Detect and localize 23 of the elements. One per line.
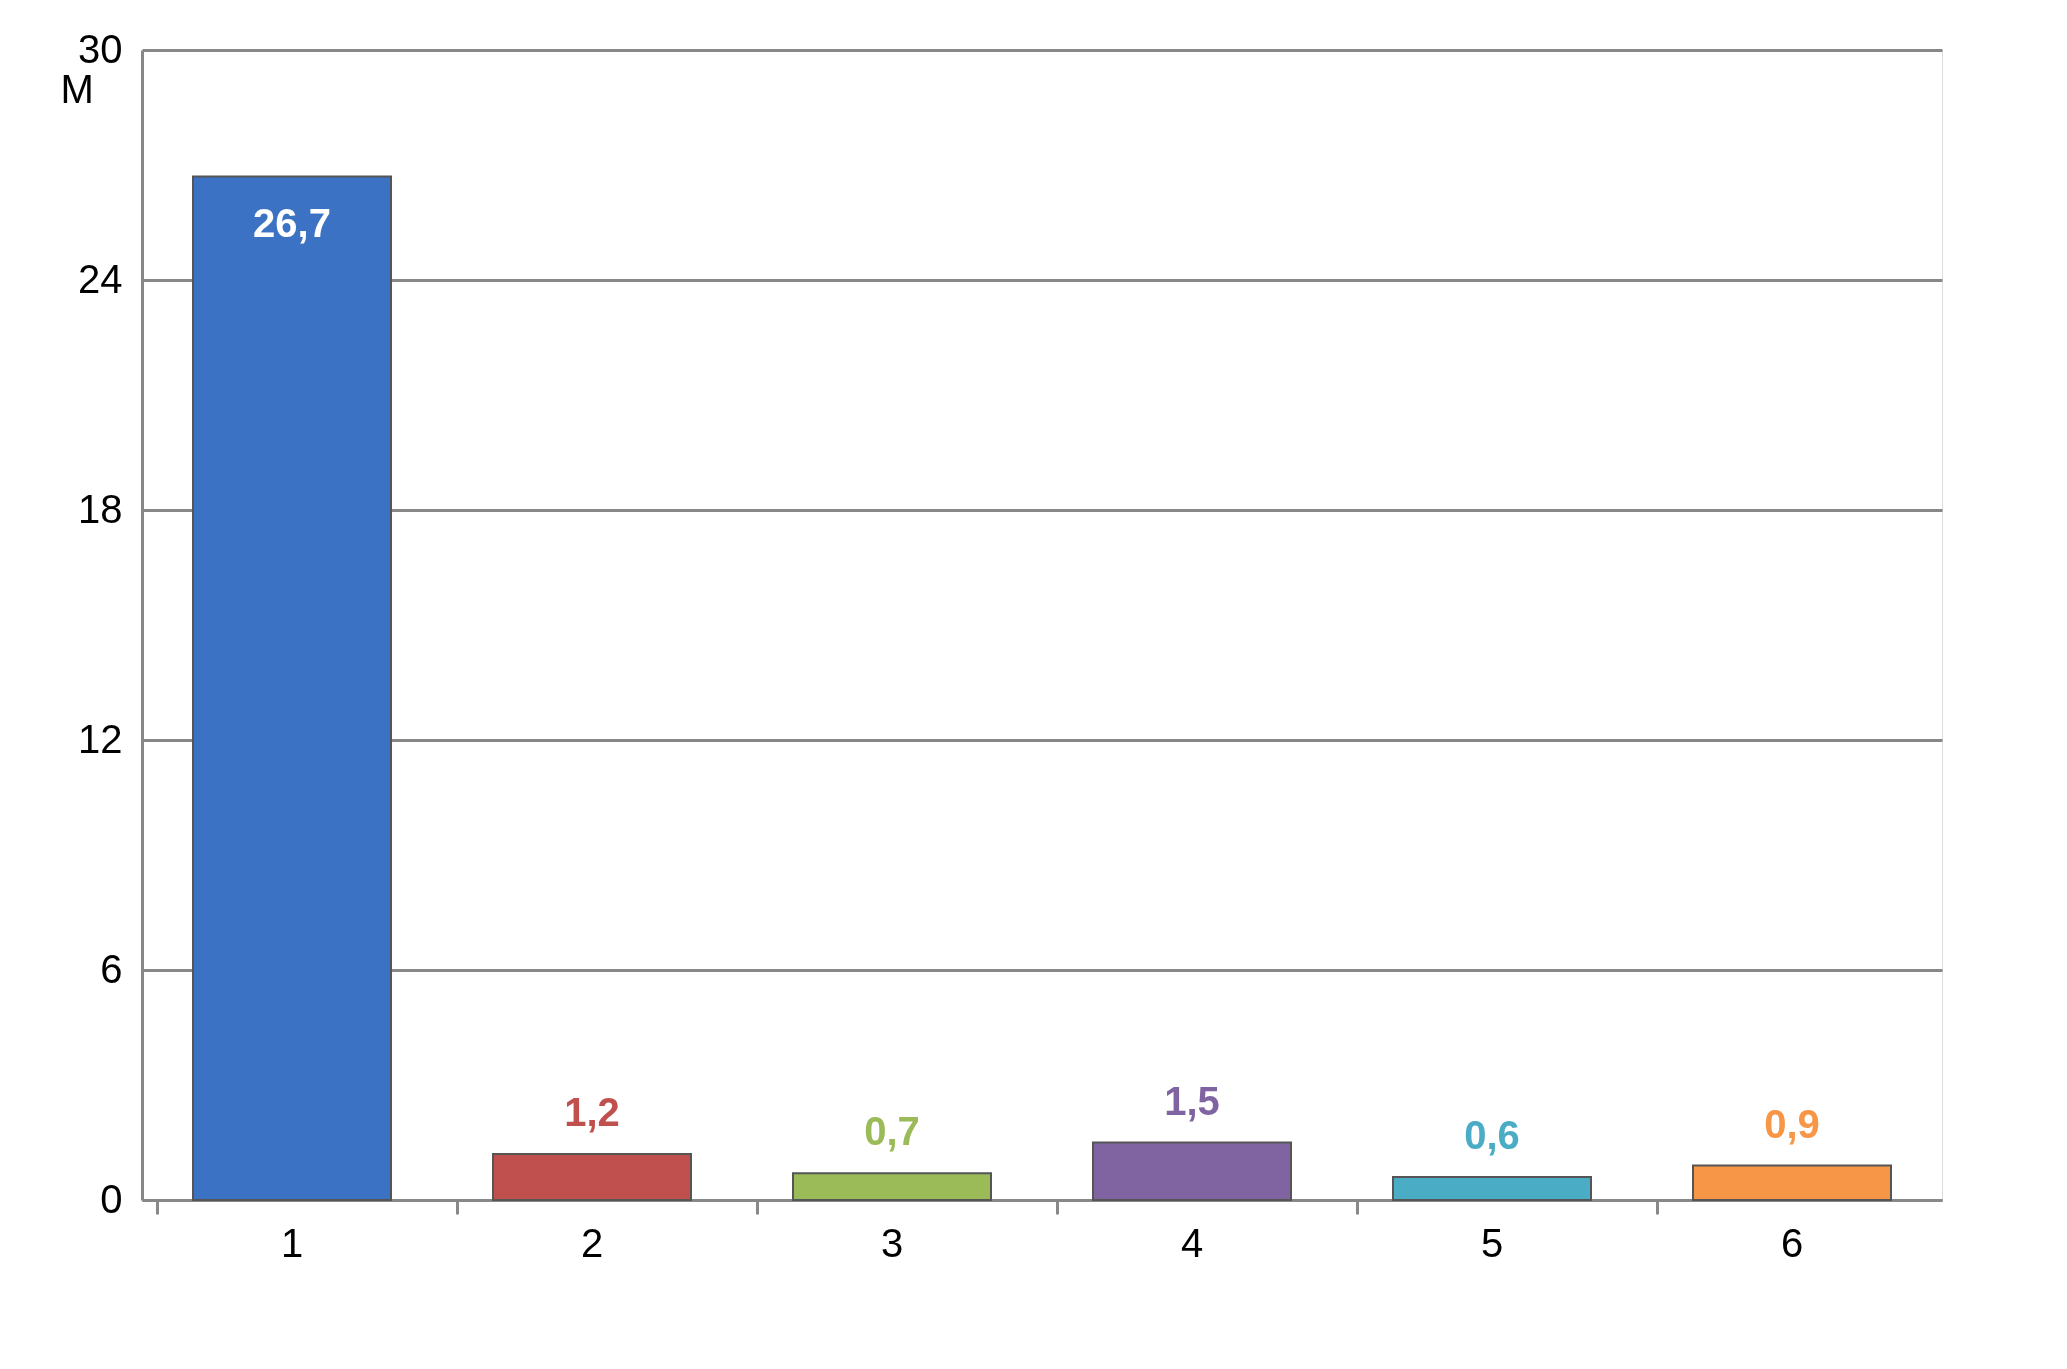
data-label: 26,7	[253, 200, 331, 245]
data-label: 0,6	[1464, 1113, 1520, 1157]
y-tick-label: 12	[78, 716, 123, 761]
data-label: 0,9	[1764, 1101, 1820, 1146]
x-tick-label: 4	[1180, 1220, 1204, 1265]
bar	[1692, 1164, 1892, 1201]
y-tick-label: 24	[78, 256, 123, 301]
data-label: 0,7	[864, 1109, 920, 1154]
x-tick-label: 2	[580, 1220, 604, 1265]
bar	[792, 1172, 992, 1201]
x-tick-label: 1	[280, 1220, 304, 1265]
data-label: 1,2	[564, 1090, 620, 1134]
x-tick-label: 3	[880, 1220, 904, 1265]
y-tick-label: 0	[100, 1176, 123, 1221]
data-label: 1,5	[1164, 1078, 1220, 1123]
x-tick-label: 5	[1480, 1220, 1504, 1265]
bar	[492, 1153, 692, 1201]
bar	[192, 175, 392, 1201]
bar	[1392, 1176, 1592, 1201]
y-tick-label: 6	[100, 946, 123, 991]
bar	[1092, 1141, 1292, 1201]
y-tick-label: 18	[78, 486, 123, 531]
x-tick-label: 6	[1780, 1220, 1804, 1265]
